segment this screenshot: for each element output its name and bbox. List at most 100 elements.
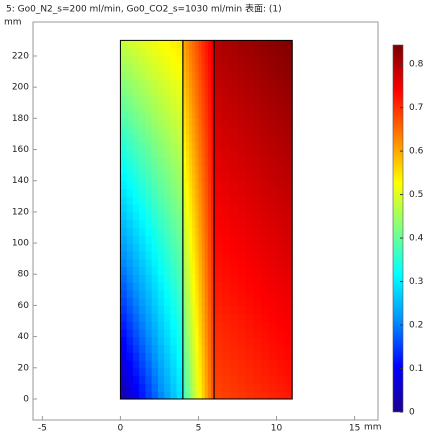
surface-cell (145, 321, 153, 330)
surface-cell (210, 305, 215, 314)
surface-cell (132, 235, 140, 244)
surface-cell (276, 149, 285, 158)
surface-cell (198, 204, 203, 213)
surface-cell (192, 71, 196, 80)
surface-cell (185, 204, 190, 213)
surface-cell (164, 172, 171, 182)
surface-cell (132, 126, 140, 135)
surface-cell (237, 211, 246, 221)
surface-cell (139, 55, 146, 65)
surface-cell (260, 133, 270, 143)
surface-cell (145, 204, 153, 213)
surface-cell (229, 313, 239, 322)
surface-cell (201, 367, 206, 377)
surface-cell (221, 359, 231, 369)
surface-cell (164, 141, 171, 151)
surface-cell (229, 289, 239, 299)
surface-cell (204, 48, 209, 57)
surface-cell (151, 282, 159, 291)
surface-cell (132, 328, 140, 338)
surface-cell (268, 282, 278, 291)
surface-cell (214, 172, 223, 182)
surface-cell (276, 297, 285, 307)
surface-cell (260, 383, 270, 392)
surface-cell (260, 40, 270, 49)
surface-cell (195, 289, 200, 299)
surface-cell (253, 274, 262, 283)
surface-cell (120, 289, 128, 299)
surface-cell (207, 102, 212, 112)
surface-cell (185, 313, 190, 322)
surface-cell (182, 250, 187, 260)
surface-cell (198, 227, 203, 236)
surface-cell (192, 383, 196, 392)
surface-cell (260, 359, 270, 369)
surface-cell (132, 180, 140, 190)
surface-cell (182, 204, 187, 213)
surface-cell (284, 266, 293, 275)
surface-cell (195, 149, 200, 158)
surface-cell (120, 157, 128, 166)
surface-cell (253, 289, 262, 299)
surface-cell (253, 118, 262, 127)
surface-cell (245, 274, 254, 283)
surface-cell (189, 110, 193, 119)
surface-cell (176, 118, 184, 127)
surface-cell (229, 258, 239, 268)
surface-cell (214, 297, 223, 307)
surface-cell (210, 258, 215, 268)
surface-cell (182, 266, 187, 275)
surface-cell (120, 211, 128, 221)
surface-cell (237, 141, 246, 151)
surface-cell (132, 375, 140, 384)
surface-cell (164, 352, 171, 361)
surface-cell (260, 79, 270, 88)
surface-cell (245, 63, 254, 73)
surface-cell (276, 157, 285, 166)
surface-cell (201, 219, 206, 229)
surface-cell (229, 55, 239, 65)
surface-cell (139, 359, 146, 369)
surface-cell (201, 282, 206, 291)
surface-cell (170, 87, 178, 96)
surface-cell (192, 375, 196, 384)
surface-cell (145, 133, 153, 143)
surface-cell (164, 359, 171, 369)
surface-cell (182, 196, 187, 205)
surface-cell (214, 204, 223, 213)
surface-cell (182, 102, 187, 112)
surface-cell (120, 126, 128, 135)
surface-cell (245, 367, 254, 377)
surface-cell (139, 102, 146, 112)
surface-cell (229, 157, 239, 166)
surface-cell (120, 188, 128, 197)
surface-cell (145, 157, 153, 166)
surface-cell (182, 336, 187, 345)
surface-cell (170, 250, 178, 260)
surface-cell (229, 102, 239, 112)
surface-cell (221, 102, 231, 112)
surface-cell (139, 282, 146, 291)
surface-cell (132, 102, 140, 112)
surface-cell (192, 133, 196, 143)
colorbar-tick-label: 0.6 (409, 147, 424, 157)
surface-cell (221, 157, 231, 166)
surface-cell (260, 258, 270, 268)
surface-cell (253, 352, 262, 361)
surface-cell (237, 227, 246, 236)
surface-cell (284, 172, 293, 182)
surface-cell (157, 118, 165, 127)
surface-cell (237, 383, 246, 392)
surface-cell (139, 328, 146, 338)
surface-cell (221, 227, 231, 236)
surface-cell (210, 196, 215, 205)
surface-cell (126, 126, 134, 135)
surface-cell (132, 172, 140, 182)
surface-cell (145, 383, 153, 392)
surface-cell (253, 321, 262, 330)
surface-cell (207, 313, 212, 322)
surface-cell (229, 110, 239, 119)
surface-cell (260, 71, 270, 80)
surface-cell (245, 305, 254, 314)
surface-cell (195, 172, 200, 182)
